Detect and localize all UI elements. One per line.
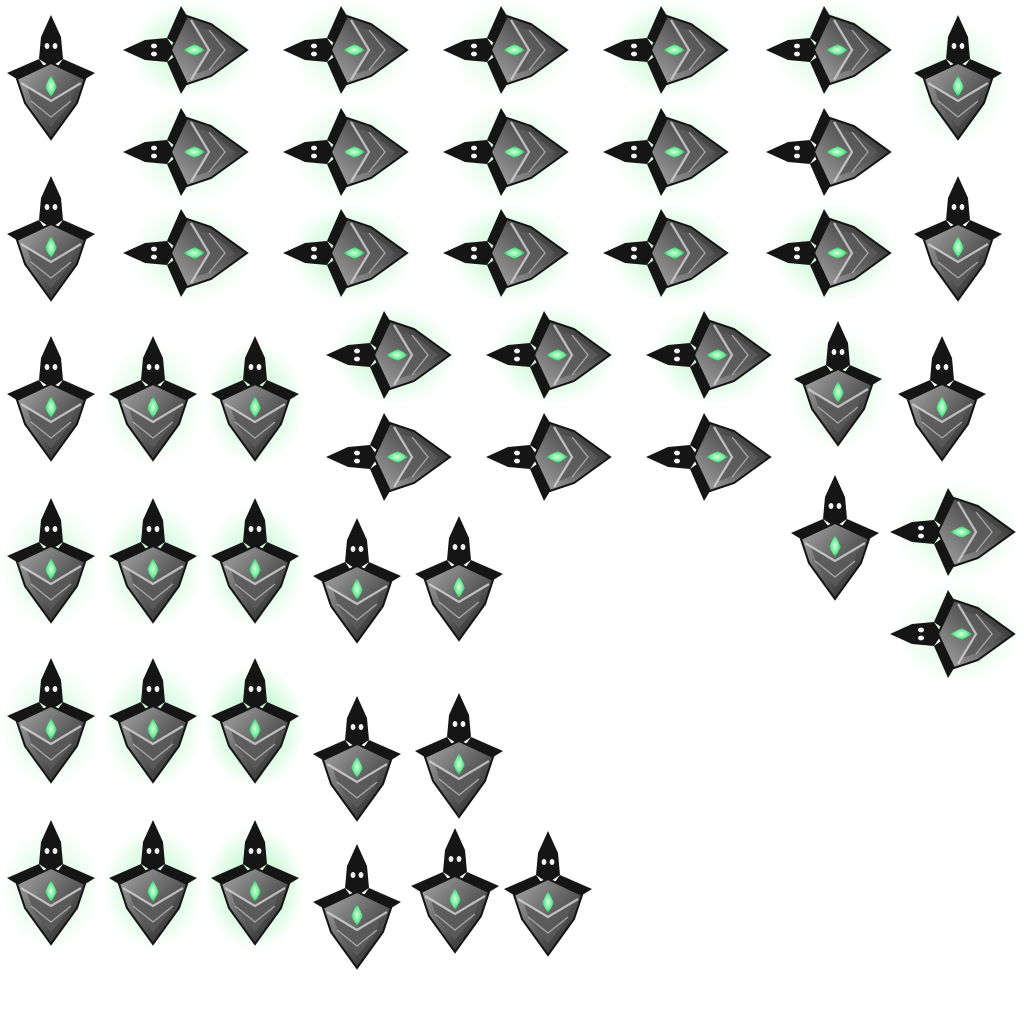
wraith-icon xyxy=(646,305,776,405)
wraith-icon xyxy=(486,305,616,405)
wraith-sprite-down xyxy=(785,471,885,603)
wraith-icon xyxy=(486,413,612,501)
wraith-sprite-right xyxy=(762,0,896,100)
wraith-icon xyxy=(313,696,401,822)
wraith-sprite-down xyxy=(307,840,407,972)
wraith-sprite-right xyxy=(482,305,616,405)
wraith-sprite-right xyxy=(886,584,1020,684)
wraith-icon xyxy=(103,820,203,950)
wraith-icon xyxy=(313,844,401,970)
wraith-sprite-down xyxy=(1,654,101,788)
wraith-icon xyxy=(898,336,986,462)
wraith-sprite-right xyxy=(886,482,1020,582)
wraith-sprite-right xyxy=(119,102,253,202)
wraith-icon xyxy=(908,15,1008,145)
wraith-sprite-down xyxy=(1,11,101,143)
wraith-icon xyxy=(766,108,892,196)
wraith-icon xyxy=(914,176,1002,302)
wraith-sprite-down xyxy=(1,494,101,628)
wraith-sprite-down xyxy=(1,816,101,950)
wraith-icon xyxy=(205,658,305,788)
wraith-sprite-down xyxy=(205,654,305,788)
wraith-sprite-down xyxy=(908,172,1008,304)
wraith-sprite-right xyxy=(599,0,733,100)
wraith-icon xyxy=(415,516,503,642)
wraith-sprite-down xyxy=(788,317,888,451)
wraith-icon xyxy=(313,518,401,644)
wraith-icon xyxy=(443,102,573,202)
wraith-sprite-right xyxy=(762,203,896,303)
wraith-sprite-down xyxy=(1,172,101,304)
wraith-icon xyxy=(283,0,413,100)
wraith-icon xyxy=(603,203,733,303)
wraith-sprite-right xyxy=(119,0,253,100)
wraith-icon xyxy=(326,305,456,405)
wraith-sprite-down xyxy=(307,692,407,824)
wraith-sprite-right xyxy=(439,0,573,100)
wraith-icon xyxy=(283,102,413,202)
wraith-sprite-down xyxy=(307,514,407,646)
wraith-sprite-down xyxy=(103,494,203,628)
wraith-sprite-down xyxy=(103,332,203,466)
wraith-sprite-down xyxy=(205,494,305,628)
wraith-sprite-right xyxy=(279,203,413,303)
wraith-icon xyxy=(7,176,95,302)
wraith-icon xyxy=(7,15,95,141)
wraith-icon xyxy=(791,475,879,601)
wraith-icon xyxy=(103,498,203,628)
wraith-sprite-right xyxy=(642,407,774,507)
wraith-icon xyxy=(415,693,503,819)
wraith-icon xyxy=(411,828,499,954)
wraith-sprite-down xyxy=(409,689,509,821)
wraith-icon xyxy=(443,203,573,303)
wraith-icon xyxy=(1,658,101,788)
wraith-icon xyxy=(603,102,733,202)
wraith-icon xyxy=(123,0,253,100)
wraith-sprite-down xyxy=(409,512,509,644)
wraith-sprite-down xyxy=(498,827,598,959)
wraith-sprite-right xyxy=(322,407,454,507)
wraith-sprite-right xyxy=(119,203,253,303)
wraith-icon xyxy=(103,336,203,466)
wraith-sprite-right xyxy=(279,0,413,100)
wraith-icon xyxy=(1,498,101,628)
wraith-icon xyxy=(766,203,896,303)
wraith-icon xyxy=(103,658,203,788)
wraith-sprite-down xyxy=(205,332,305,466)
wraith-sprite-right xyxy=(279,102,413,202)
wraith-icon xyxy=(788,321,888,451)
wraith-sprite-down xyxy=(205,816,305,950)
wraith-sprite-right xyxy=(439,203,573,303)
wraith-sprite-down xyxy=(103,816,203,950)
wraith-sprite-right xyxy=(439,102,573,202)
wraith-sprite-down xyxy=(405,824,505,956)
wraith-sprite-right xyxy=(322,305,456,405)
wraith-icon xyxy=(7,336,95,462)
wraith-icon xyxy=(766,0,896,100)
wraith-icon xyxy=(890,482,1020,582)
wraith-icon xyxy=(890,584,1020,684)
wraith-sprite-down xyxy=(892,332,992,464)
wraith-icon xyxy=(123,102,253,202)
wraith-icon xyxy=(504,831,592,957)
wraith-sprite-right xyxy=(762,102,894,202)
wraith-sprite-right xyxy=(599,102,733,202)
wraith-sprite-right xyxy=(482,407,614,507)
wraith-icon xyxy=(443,0,573,100)
wraith-sprite-down xyxy=(908,11,1008,145)
wraith-icon xyxy=(123,203,253,303)
wraith-sprite-right xyxy=(599,203,733,303)
wraith-icon xyxy=(1,820,101,950)
wraith-sprite-down xyxy=(1,332,101,464)
wraith-sprite-right xyxy=(642,305,776,405)
wraith-icon xyxy=(646,413,772,501)
wraith-icon xyxy=(283,203,413,303)
wraith-icon xyxy=(205,498,305,628)
wraith-sprite-down xyxy=(103,654,203,788)
wraith-icon xyxy=(326,413,452,501)
wraith-icon xyxy=(603,0,733,100)
wraith-icon xyxy=(205,336,305,466)
wraith-icon xyxy=(205,820,305,950)
